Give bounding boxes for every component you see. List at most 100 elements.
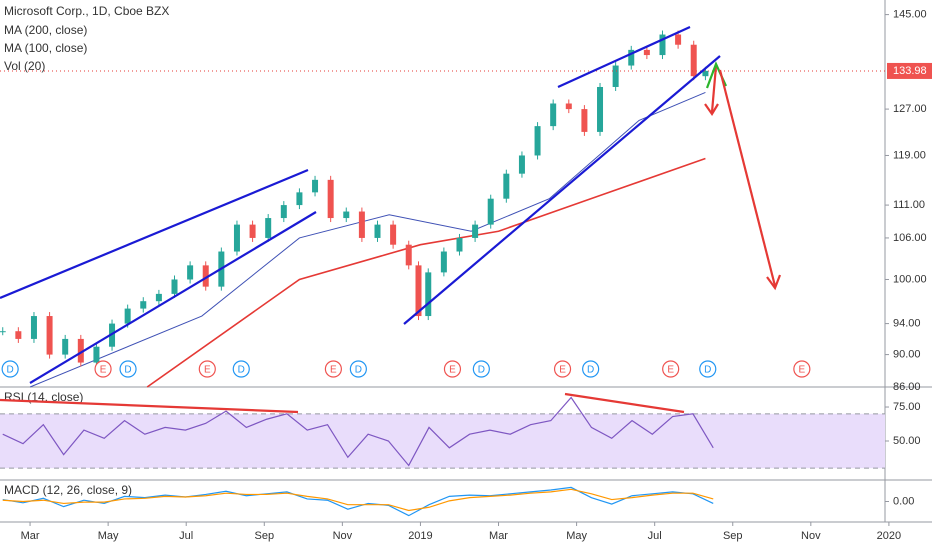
event-label: D xyxy=(124,365,131,376)
candle xyxy=(155,293,162,302)
event-marker xyxy=(582,360,600,378)
candle xyxy=(425,272,432,317)
y-tick-label: 0.00 xyxy=(893,495,914,507)
candle xyxy=(202,265,209,287)
event-marker xyxy=(119,360,137,378)
indicator-line xyxy=(2,486,714,517)
x-tick-label: Jul xyxy=(648,530,662,542)
rsi-trend-line xyxy=(564,392,685,414)
moving-average xyxy=(29,91,706,388)
candle xyxy=(612,65,619,87)
x-tick-label: May xyxy=(566,530,587,542)
candle xyxy=(312,179,319,193)
x-tick-label: Sep xyxy=(723,530,743,542)
event-marker xyxy=(349,360,367,378)
event-label: E xyxy=(667,365,674,376)
candle xyxy=(233,224,240,252)
trend-line xyxy=(0,168,309,300)
event-marker xyxy=(443,360,462,378)
trend-line xyxy=(557,25,691,89)
candle xyxy=(0,331,6,333)
panel-title: Microsoft Corp., 1D, Cboe BZX xyxy=(4,4,169,18)
candle xyxy=(628,49,635,66)
candle xyxy=(487,198,494,225)
y-tick-label: 119.00 xyxy=(893,149,926,161)
last-price-box xyxy=(887,62,932,79)
legend-entry: MA (100, close) xyxy=(4,41,87,55)
x-tick-label: Nov xyxy=(801,530,821,542)
candle xyxy=(187,265,194,280)
x-tick-label: Mar xyxy=(489,530,508,542)
y-tick-label: 50.00 xyxy=(893,435,921,447)
x-tick-label: Mar xyxy=(21,530,40,542)
candle xyxy=(296,192,303,206)
axes: 145.00 127.00 119.00 111.00 106.00 100.00 94.0… xyxy=(21,9,932,542)
candle xyxy=(46,316,53,355)
x-tick-label: Nov xyxy=(333,530,353,542)
arrow xyxy=(718,69,777,287)
event-marker xyxy=(232,360,250,378)
event-label: D xyxy=(478,365,485,376)
candle xyxy=(534,126,541,156)
candle xyxy=(659,34,666,56)
candle xyxy=(550,103,557,127)
event-label: E xyxy=(799,365,806,376)
event-marker xyxy=(1,360,19,378)
event-marker xyxy=(472,360,490,378)
candle xyxy=(30,316,37,339)
candle xyxy=(472,224,479,238)
indicator-line xyxy=(2,396,714,467)
candle xyxy=(280,205,287,219)
candle xyxy=(405,244,412,266)
event-label: E xyxy=(204,365,211,376)
drawings xyxy=(0,25,782,414)
event-marker xyxy=(553,360,572,378)
event-label: E xyxy=(559,365,566,376)
candle xyxy=(249,224,256,238)
candle xyxy=(503,173,510,199)
event-marker xyxy=(324,360,342,378)
event-label: E xyxy=(449,365,456,376)
candle xyxy=(15,331,22,339)
rsi-trend-line xyxy=(0,398,299,414)
x-tick-label: Jul xyxy=(179,530,193,542)
candle xyxy=(77,338,84,363)
event-marker xyxy=(94,360,112,378)
candle xyxy=(643,49,650,56)
candle xyxy=(675,34,682,45)
x-tick-label: Sep xyxy=(255,530,275,542)
event-marker xyxy=(198,360,216,378)
y-tick-label: 145.00 xyxy=(893,9,927,21)
plot-layer: Microsoft Corp., 1D, Cboe BZX MA (200, cl… xyxy=(0,0,932,526)
event-label: D xyxy=(704,365,711,376)
candle xyxy=(343,211,350,219)
y-tick-label: 100.00 xyxy=(893,273,927,285)
event-label: E xyxy=(100,365,107,376)
event-marker xyxy=(699,360,717,378)
panel-title: MACD (12, 26, close, 9) xyxy=(4,483,132,497)
legend-entry: MA (200, close) xyxy=(4,23,87,37)
x-tick-label: 2019 xyxy=(408,530,432,542)
candle xyxy=(390,224,397,245)
candle xyxy=(62,338,69,355)
candle xyxy=(597,86,604,132)
y-tick-label: 90.00 xyxy=(893,348,921,360)
trend-line xyxy=(403,55,721,325)
candle xyxy=(140,301,147,309)
candle xyxy=(93,346,100,363)
legend-entry: Vol (20) xyxy=(4,59,45,73)
y-tick-label: 111.00 xyxy=(893,199,925,211)
candle xyxy=(440,251,447,273)
x-tick-label: 2020 xyxy=(877,530,901,542)
candle xyxy=(702,70,709,77)
y-tick-label: 75.00 xyxy=(893,401,921,413)
candle xyxy=(374,224,381,238)
candle xyxy=(456,237,463,252)
indicator-line xyxy=(2,488,714,512)
candle xyxy=(518,155,525,174)
candle xyxy=(265,218,272,238)
candle xyxy=(415,265,422,317)
arrow-head xyxy=(766,274,782,291)
event-label: D xyxy=(587,365,594,376)
